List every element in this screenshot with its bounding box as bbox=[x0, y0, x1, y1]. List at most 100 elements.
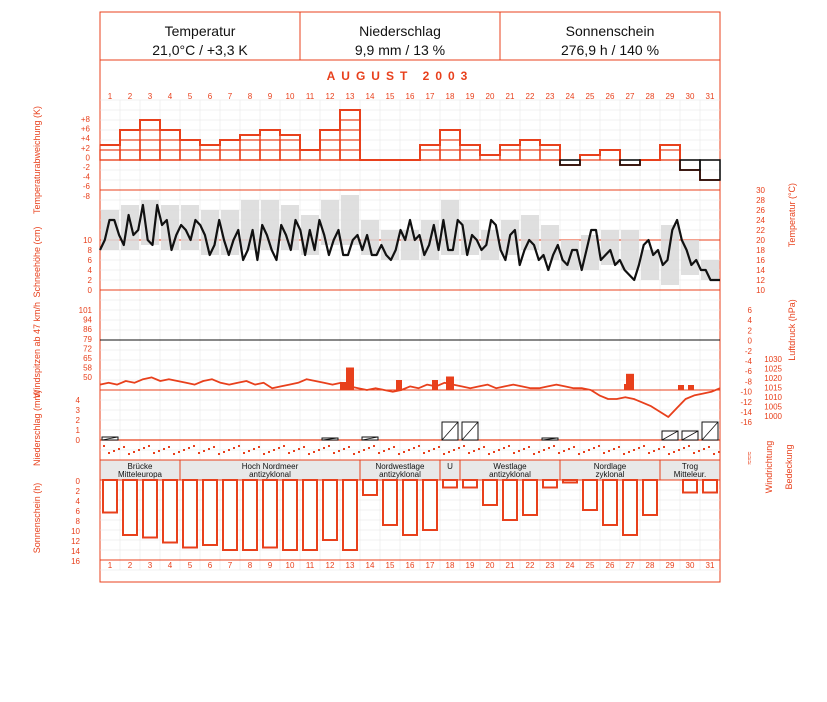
precip-hatch-30 bbox=[681, 430, 699, 441]
day-label-bottom-26: 26 bbox=[606, 561, 615, 570]
tempdev-bar-29 bbox=[659, 149, 681, 161]
tempdev-bar-5 bbox=[179, 149, 201, 161]
wind-direction-dot-90 bbox=[553, 445, 555, 447]
weather-type-label-6-1: Mitteleur. bbox=[674, 470, 706, 479]
wind-direction-dot-17 bbox=[188, 447, 190, 449]
tempdev-bar-9 bbox=[259, 129, 281, 161]
day-label-top-2: 2 bbox=[128, 92, 133, 101]
wind-direction-dot-74 bbox=[473, 450, 475, 452]
wind-direction-dot-102 bbox=[613, 448, 615, 450]
wind-direction-dot-70 bbox=[453, 449, 455, 451]
sun-bar-21 bbox=[502, 479, 518, 521]
wind-direction-dot-55 bbox=[378, 452, 380, 454]
day-label-top-22: 22 bbox=[526, 92, 535, 101]
day-label-bottom-2: 2 bbox=[128, 561, 133, 570]
pressure-line bbox=[99, 376, 721, 418]
wind-direction-dot-89 bbox=[548, 447, 550, 449]
wind-direction-dot-22 bbox=[213, 446, 215, 448]
day-label-bottom-12: 12 bbox=[326, 561, 335, 570]
wind-direction-dot-117 bbox=[688, 445, 690, 447]
gust-bar-extra-1 bbox=[396, 380, 402, 390]
precip-hatch-29 bbox=[661, 430, 679, 441]
wind-direction-dot-33 bbox=[268, 451, 270, 453]
pressure-dev-tick-11: -16 bbox=[740, 418, 752, 427]
tempdev-bar-18 bbox=[439, 129, 461, 161]
sun-bar-8 bbox=[242, 479, 258, 551]
sun-bar-22 bbox=[522, 479, 538, 516]
day-label-top-28: 28 bbox=[646, 92, 655, 101]
pressure-dev-tick-1: 4 bbox=[748, 316, 753, 325]
wind-direction-dot-121 bbox=[708, 446, 710, 448]
tempdev-bar-21 bbox=[499, 149, 521, 161]
tempdev-bar-1 bbox=[99, 149, 121, 161]
tempdev-bar-10 bbox=[279, 134, 301, 161]
wind-direction-dot-101 bbox=[608, 450, 610, 452]
temp-band-13 bbox=[341, 195, 359, 245]
precip-tick-0: 4 bbox=[76, 396, 81, 405]
wind-direction-dot-91 bbox=[558, 452, 560, 454]
pressure-dev-tick-5: -4 bbox=[745, 357, 753, 366]
wind-direction-dot-28 bbox=[243, 452, 245, 454]
day-label-bottom-6: 6 bbox=[208, 561, 213, 570]
sun-bar-19 bbox=[462, 479, 478, 489]
snow-tick-5: 0 bbox=[88, 286, 93, 295]
tempdev-bar-3 bbox=[139, 149, 161, 161]
tempdev-tick-8: -8 bbox=[83, 192, 91, 201]
wind-direction-dot-123 bbox=[718, 451, 720, 453]
pressure-tick-4: 1010 bbox=[764, 393, 782, 402]
wind-direction-dot-34 bbox=[273, 449, 275, 451]
weather-type-label-6-0: Trog bbox=[682, 462, 698, 471]
wind-direction-dot-15 bbox=[178, 451, 180, 453]
tempdev-bar-23 bbox=[539, 144, 561, 161]
day-label-bottom-7: 7 bbox=[228, 561, 233, 570]
sun-bar-26 bbox=[602, 479, 618, 526]
wind-direction-dot-87 bbox=[538, 451, 540, 453]
sun-bar-18 bbox=[442, 479, 458, 489]
wind-tick-5: 65 bbox=[83, 354, 92, 363]
gust-bar-27 bbox=[626, 373, 634, 390]
wind-direction-dot-4 bbox=[123, 446, 125, 448]
day-label-top-7: 7 bbox=[228, 92, 233, 101]
wind-direction-dot-27 bbox=[238, 445, 240, 447]
sun-bar-9 bbox=[262, 479, 278, 549]
header-temperature-value: 21,0°C / +3,3 K bbox=[152, 42, 248, 58]
day-label-top-11: 11 bbox=[306, 92, 315, 101]
sun-bar-5 bbox=[182, 479, 198, 549]
wind-direction-dot-111 bbox=[658, 448, 660, 450]
wind-direction-dot-21 bbox=[208, 448, 210, 450]
weather-type-label-0-0: Brücke bbox=[128, 462, 153, 471]
wind-direction-dot-0 bbox=[103, 445, 105, 447]
temp-band-12 bbox=[321, 200, 339, 245]
header-precipitation: Niederschlag 9,9 mm / 13 % bbox=[300, 12, 500, 60]
wind-direction-dot-106 bbox=[633, 449, 635, 451]
precip-hatch-1 bbox=[101, 436, 119, 441]
wind-direction-dot-50 bbox=[353, 453, 355, 455]
wind-direction-dot-16 bbox=[183, 449, 185, 451]
sun-bar-11 bbox=[302, 479, 318, 551]
pressure-ylabel: Luftdruck (hPa) bbox=[787, 299, 797, 361]
wind-direction-dot-112 bbox=[663, 446, 665, 448]
day-label-top-24: 24 bbox=[566, 92, 575, 101]
sun-bar-3 bbox=[142, 479, 158, 539]
wind-direction-dot-41 bbox=[308, 453, 310, 455]
header-temperature: Temperatur 21,0°C / +3,3 K bbox=[100, 12, 300, 60]
wind-direction-dot-107 bbox=[638, 447, 640, 449]
wind-direction-dot-92 bbox=[563, 450, 565, 452]
wind-direction-dot-24 bbox=[223, 451, 225, 453]
chart-title: AUGUST 2003 bbox=[327, 69, 474, 83]
sun-ylabel: Sonnenschein (h) bbox=[32, 483, 42, 554]
day-label-top-9: 9 bbox=[268, 92, 273, 101]
wind-direction-dot-19 bbox=[198, 452, 200, 454]
sun-bar-4 bbox=[162, 479, 178, 544]
tempdev-tick-6: -4 bbox=[83, 173, 91, 182]
wind-tick-3: 79 bbox=[83, 335, 92, 344]
wind-direction-dot-65 bbox=[428, 450, 430, 452]
header-temperature-title: Temperatur bbox=[164, 23, 236, 39]
temp-band-10 bbox=[281, 205, 299, 250]
wind-direction-dot-119 bbox=[698, 450, 700, 452]
sun-bar-12 bbox=[322, 479, 338, 541]
temp-band-27 bbox=[621, 230, 639, 270]
tempdev-bar-19 bbox=[459, 149, 481, 161]
day-label-top-13: 13 bbox=[346, 92, 355, 101]
wind-direction-dot-67 bbox=[438, 446, 440, 448]
